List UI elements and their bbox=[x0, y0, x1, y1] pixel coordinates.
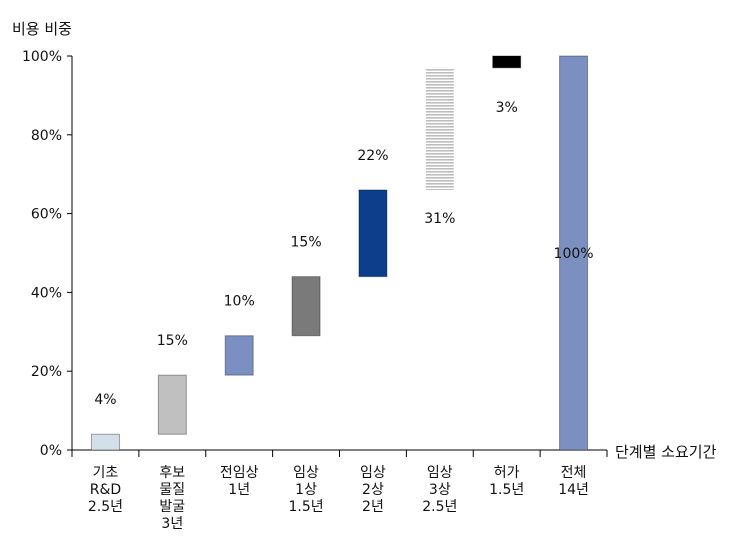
y-tick-label: 100% bbox=[22, 49, 62, 65]
category-label: 3년 bbox=[161, 516, 183, 532]
category-label: 기초 bbox=[93, 465, 119, 481]
bar bbox=[559, 55, 589, 451]
category-label: 후보 bbox=[159, 465, 185, 481]
y-tick-label: 0% bbox=[40, 443, 62, 459]
bar bbox=[425, 67, 454, 190]
bar bbox=[291, 276, 321, 337]
y-tick-label: 20% bbox=[31, 364, 62, 380]
category-label: 임상 bbox=[293, 465, 319, 481]
bar-value-label: 3% bbox=[496, 100, 518, 116]
axes: 0% 20% 40% 60% 80% 100% bbox=[22, 49, 608, 459]
category-label: 허가 bbox=[494, 465, 520, 481]
category-label: 발굴 bbox=[159, 499, 185, 515]
category-label: 전체 bbox=[561, 465, 587, 481]
category-label: 임상 bbox=[427, 465, 453, 481]
bar bbox=[90, 433, 120, 451]
category-label: 1.5년 bbox=[288, 499, 323, 515]
category-label: 3상 bbox=[429, 482, 451, 498]
category-label: 2년 bbox=[362, 499, 384, 515]
y-tick-label: 60% bbox=[31, 207, 62, 223]
category-label: 2.5년 bbox=[422, 499, 457, 515]
category-label: R&D bbox=[90, 482, 121, 498]
category-label: 1.5년 bbox=[489, 482, 524, 498]
y-tick-label: 80% bbox=[31, 128, 62, 144]
bar-value-label: 15% bbox=[157, 333, 188, 349]
category-label: 물질 bbox=[159, 482, 185, 498]
value-labels: 4% 15% 10% 15% 22% 31% 3% 100% bbox=[94, 100, 593, 408]
category-label: 14년 bbox=[558, 482, 589, 498]
bar-value-label: 31% bbox=[424, 211, 455, 227]
y-axis-title: 비용 비중 bbox=[12, 20, 72, 38]
category-label: 2상 bbox=[362, 482, 384, 498]
bar bbox=[358, 189, 388, 278]
bars bbox=[90, 55, 589, 451]
bar-value-label: 15% bbox=[291, 235, 322, 251]
bar bbox=[224, 335, 254, 376]
category-labels: 기초R&D2.5년후보물질발굴3년전임상1년임상1상1.5년임상2상2년임상3상… bbox=[88, 465, 589, 532]
bar bbox=[492, 55, 522, 69]
category-label: 전임상 bbox=[220, 465, 259, 481]
bar-value-label: 10% bbox=[224, 294, 255, 310]
y-tick-label: 40% bbox=[31, 285, 62, 301]
bar bbox=[157, 374, 187, 435]
bar-value-label: 4% bbox=[94, 392, 116, 408]
bar-value-label: 100% bbox=[554, 246, 594, 262]
category-label: 1상 bbox=[295, 482, 317, 498]
category-label: 1년 bbox=[228, 482, 250, 498]
category-label: 임상 bbox=[360, 465, 386, 481]
bar-value-label: 22% bbox=[357, 148, 388, 164]
category-label: 2.5년 bbox=[88, 499, 123, 515]
x-axis-title: 단계별 소요기간 bbox=[615, 443, 717, 461]
